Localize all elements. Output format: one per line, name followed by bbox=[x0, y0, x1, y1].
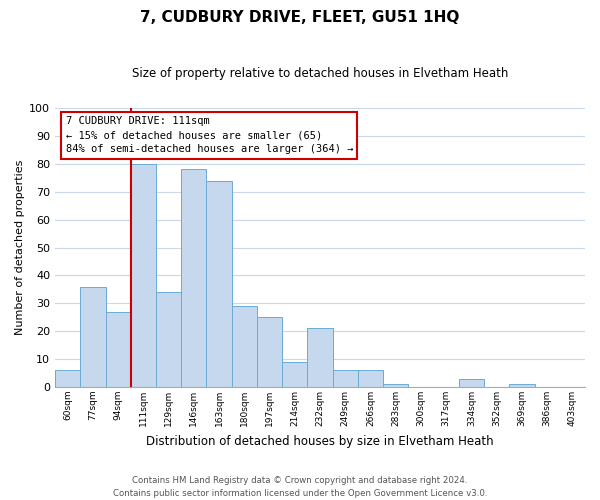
Bar bbox=[156, 292, 181, 387]
Bar bbox=[332, 370, 358, 387]
Text: Contains HM Land Registry data © Crown copyright and database right 2024.
Contai: Contains HM Land Registry data © Crown c… bbox=[113, 476, 487, 498]
Text: 7, CUDBURY DRIVE, FLEET, GU51 1HQ: 7, CUDBURY DRIVE, FLEET, GU51 1HQ bbox=[140, 10, 460, 25]
Bar bbox=[106, 312, 131, 387]
Bar bbox=[307, 328, 332, 387]
Bar bbox=[232, 306, 257, 387]
Bar bbox=[55, 370, 80, 387]
Y-axis label: Number of detached properties: Number of detached properties bbox=[15, 160, 25, 335]
Bar bbox=[80, 286, 106, 387]
Bar bbox=[282, 362, 307, 387]
Bar bbox=[131, 164, 156, 387]
Bar bbox=[509, 384, 535, 387]
Bar bbox=[383, 384, 409, 387]
Bar bbox=[358, 370, 383, 387]
Title: Size of property relative to detached houses in Elvetham Heath: Size of property relative to detached ho… bbox=[132, 68, 508, 80]
Bar bbox=[206, 180, 232, 387]
X-axis label: Distribution of detached houses by size in Elvetham Heath: Distribution of detached houses by size … bbox=[146, 434, 494, 448]
Bar bbox=[459, 378, 484, 387]
Text: 7 CUDBURY DRIVE: 111sqm
← 15% of detached houses are smaller (65)
84% of semi-de: 7 CUDBURY DRIVE: 111sqm ← 15% of detache… bbox=[65, 116, 353, 154]
Bar bbox=[181, 170, 206, 387]
Bar bbox=[257, 318, 282, 387]
